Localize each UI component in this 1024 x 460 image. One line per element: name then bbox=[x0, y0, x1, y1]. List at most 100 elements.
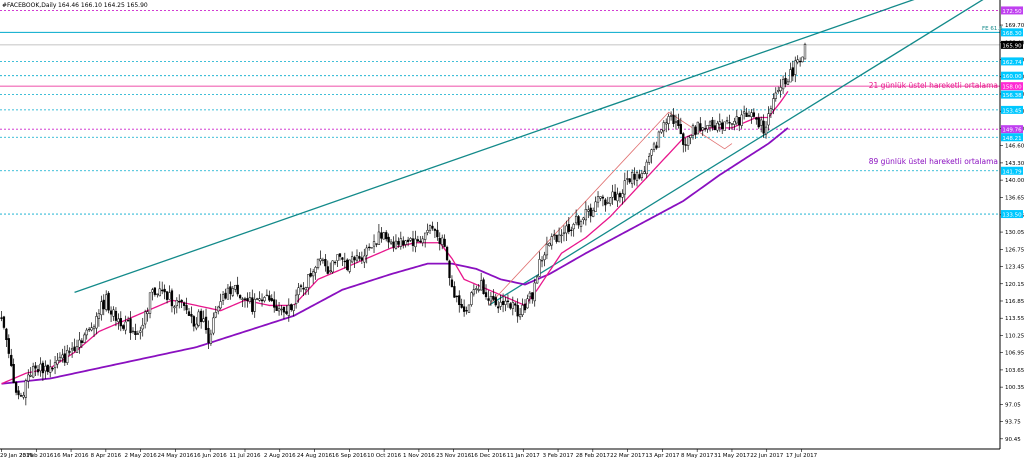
candle-body bbox=[168, 292, 171, 300]
candle-body bbox=[480, 280, 483, 291]
ema89-line bbox=[1, 127, 789, 385]
candle-body bbox=[713, 125, 717, 131]
candle-body bbox=[711, 119, 714, 128]
candle-body bbox=[633, 174, 636, 180]
y-tick-label: 130.05 bbox=[1005, 230, 1024, 236]
candle-body bbox=[319, 258, 322, 262]
trendlines[interactable] bbox=[74, 0, 995, 306]
candle-body bbox=[58, 356, 62, 361]
candle-body bbox=[326, 266, 329, 274]
candle-body bbox=[599, 196, 602, 199]
trendline bbox=[488, 0, 984, 306]
candle-body bbox=[655, 145, 658, 149]
candle-body bbox=[718, 121, 721, 125]
candle-body bbox=[126, 320, 130, 322]
x-tick-label: 16 Mar 2016 bbox=[54, 453, 89, 459]
candle-body bbox=[458, 295, 461, 306]
candle-body bbox=[652, 143, 656, 150]
price-label-text: 158.00 bbox=[1002, 85, 1022, 91]
candle-body bbox=[450, 279, 454, 288]
price-label-box bbox=[1001, 125, 1023, 134]
candle-body bbox=[19, 395, 23, 397]
candle-body bbox=[433, 228, 437, 231]
candle-body bbox=[781, 79, 785, 90]
candle-body bbox=[294, 294, 298, 304]
x-tick-label: 23 Nov 2016 bbox=[436, 453, 472, 459]
candle-body bbox=[282, 306, 286, 313]
candle-body bbox=[453, 286, 456, 298]
candle-body bbox=[428, 225, 432, 231]
trendline bbox=[74, 0, 915, 293]
x-tick-label: 8 May 2017 bbox=[681, 453, 714, 459]
candle-body bbox=[460, 304, 463, 308]
candle-body bbox=[229, 286, 232, 294]
candle-body bbox=[302, 287, 305, 290]
candle-body bbox=[419, 240, 422, 243]
candle-body bbox=[550, 236, 553, 246]
candle-body bbox=[730, 123, 734, 125]
candle-body bbox=[750, 112, 753, 118]
candle-body bbox=[682, 133, 685, 145]
candle-body bbox=[117, 318, 120, 323]
candle-body bbox=[180, 299, 183, 302]
candle-body bbox=[521, 304, 524, 316]
candle-body bbox=[497, 306, 500, 309]
candle-body bbox=[394, 240, 398, 249]
candle-body bbox=[129, 318, 132, 334]
candle-body bbox=[424, 232, 427, 240]
candle-body bbox=[158, 288, 161, 297]
candle-body bbox=[238, 295, 242, 299]
candle-body bbox=[596, 196, 600, 203]
horizontal-level-lines bbox=[0, 10, 1000, 215]
candle-body bbox=[265, 294, 269, 297]
candle-body bbox=[557, 234, 561, 243]
candle-body bbox=[708, 121, 712, 126]
candle-body bbox=[217, 306, 220, 312]
candle-body bbox=[192, 316, 196, 327]
candle-body bbox=[742, 111, 746, 114]
y-tick-label: 103.65 bbox=[1005, 368, 1024, 374]
candle-body bbox=[406, 239, 410, 242]
candle-body bbox=[119, 318, 122, 327]
candle-body bbox=[139, 330, 142, 333]
candle-body bbox=[548, 242, 551, 247]
candle-body bbox=[623, 180, 626, 195]
candle-body bbox=[774, 92, 777, 99]
candle-body bbox=[567, 224, 570, 232]
candle-body bbox=[762, 120, 765, 134]
candle-body bbox=[482, 279, 485, 294]
candle-body bbox=[426, 229, 429, 233]
candle-body bbox=[409, 238, 412, 241]
candle-body bbox=[312, 271, 315, 277]
chart-symbol: #FACEBOOK,Daily bbox=[2, 2, 57, 9]
candle-body bbox=[321, 259, 325, 261]
candle-body bbox=[518, 314, 522, 318]
candle-body bbox=[772, 98, 775, 110]
candle-body bbox=[467, 304, 471, 313]
candle-body bbox=[226, 287, 230, 300]
price-labels: 172.50 168.30 165.90 162.74 160.00 158.00 156.… bbox=[1001, 6, 1023, 219]
candle-body bbox=[786, 81, 790, 85]
candle-body bbox=[299, 285, 303, 287]
fe-label: FE 61.8 bbox=[982, 26, 1003, 32]
candle-body bbox=[721, 122, 724, 130]
candle-body bbox=[68, 351, 71, 353]
candle-body bbox=[470, 292, 473, 305]
candle-body bbox=[402, 240, 405, 246]
candle-body bbox=[151, 289, 154, 293]
price-label-text: 148.21 bbox=[1002, 136, 1021, 142]
candle-body bbox=[555, 234, 558, 242]
ema21-line bbox=[1, 90, 789, 385]
x-tick-label: 17 Jul 2017 bbox=[786, 453, 818, 459]
candle-body bbox=[553, 234, 556, 236]
candle-body bbox=[290, 304, 293, 310]
price-label-text: 156.38 bbox=[1002, 93, 1022, 99]
candle-body bbox=[190, 313, 193, 317]
candle-body bbox=[382, 232, 385, 240]
candle-body bbox=[161, 289, 164, 292]
candle-body bbox=[107, 292, 110, 311]
candle-body bbox=[523, 303, 527, 311]
candle-body bbox=[241, 298, 244, 300]
